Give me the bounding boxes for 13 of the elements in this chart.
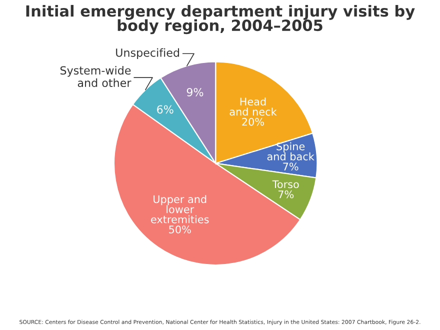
slice-label: Spine and back — [267, 142, 314, 160]
chart-title: Initial emergency department injury visits by body region, 2004–2005 — [26, 4, 415, 34]
slice-label: Torso — [272, 180, 299, 188]
data-label: 6% — [157, 105, 174, 114]
data-label: 20% — [242, 118, 264, 126]
data-label: 7% — [278, 190, 294, 198]
data-label: 50% — [169, 226, 191, 234]
slice-label: Unspecified — [116, 48, 180, 60]
data-label: 7% — [283, 162, 298, 170]
slice-label: Head and neck — [230, 97, 277, 116]
slice-label: Upper and lower extremities — [151, 195, 209, 224]
slice-label: System-wide and other — [60, 66, 132, 88]
data-label: 9% — [186, 88, 204, 96]
